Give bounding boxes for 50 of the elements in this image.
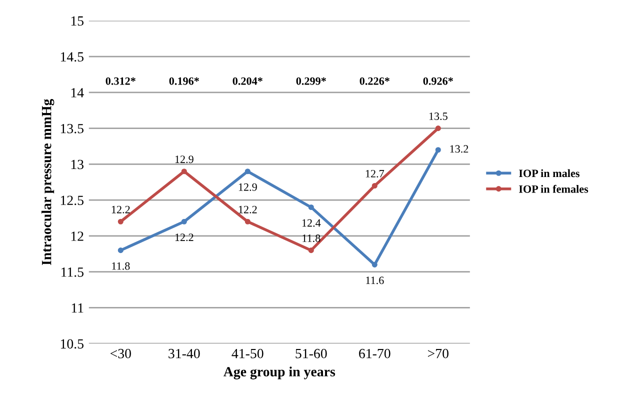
data-label: 12.9: [175, 156, 194, 164]
y-tick-label: 13: [71, 160, 84, 170]
legend-label: IOP in females: [519, 184, 588, 193]
point: [244, 218, 250, 224]
point: [118, 248, 124, 254]
point: [308, 204, 314, 210]
x-tick-label: <30: [110, 348, 131, 358]
data-label: 12.9: [238, 183, 257, 191]
y-tick-label: 14.5: [60, 52, 84, 62]
y-tick-label: 12: [71, 232, 84, 241]
point: [435, 126, 441, 132]
y-tick-label: 11: [72, 303, 84, 313]
data-label: 11.8: [302, 234, 320, 242]
y-tick-label: 14: [71, 88, 84, 98]
annotation: 0.226*: [360, 77, 390, 85]
annotation: 0.196*: [169, 77, 199, 85]
data-label: 11.8: [112, 262, 130, 270]
x-tick-label: 51-60: [296, 348, 327, 358]
point: [181, 168, 187, 174]
point: [308, 248, 314, 254]
point: [118, 218, 124, 224]
y-tick-label: 10.5: [60, 339, 84, 349]
x-tick-label: >70: [428, 348, 448, 358]
data-label: 13.5: [429, 112, 448, 120]
point: [435, 147, 441, 153]
y-tick-label: 15: [71, 16, 84, 26]
x-tick-label: 31-40: [168, 348, 200, 358]
y-tick-label: 11.5: [61, 268, 84, 277]
y-tick-label: 13.5: [60, 124, 84, 134]
data-label: 12.7: [366, 170, 384, 178]
data-label: 12.2: [112, 206, 130, 214]
point: [372, 182, 378, 189]
data-label: 13.2: [450, 145, 468, 153]
point: [181, 218, 187, 224]
annotation: 0.299*: [296, 77, 326, 85]
annotation: 0.204*: [232, 77, 262, 85]
y-tick-label: 12.5: [60, 196, 84, 206]
data-label: 12.4: [302, 219, 321, 227]
x-tick-label: 41-50: [232, 348, 264, 358]
annotation: 0.926*: [423, 77, 453, 85]
x-tick-label: 61-70: [359, 348, 390, 358]
legend-label: IOP in males: [519, 169, 580, 178]
data-label: 12.2: [238, 206, 257, 214]
point: [372, 262, 378, 268]
x-axis-title: Age group in years: [224, 366, 336, 380]
data-label: 11.6: [366, 276, 384, 284]
annotation: 0.312*: [106, 77, 136, 85]
point: [244, 168, 250, 174]
data-label: 12.2: [175, 234, 194, 242]
y-axis-title: Intraocular pressure mmHg: [41, 98, 54, 266]
